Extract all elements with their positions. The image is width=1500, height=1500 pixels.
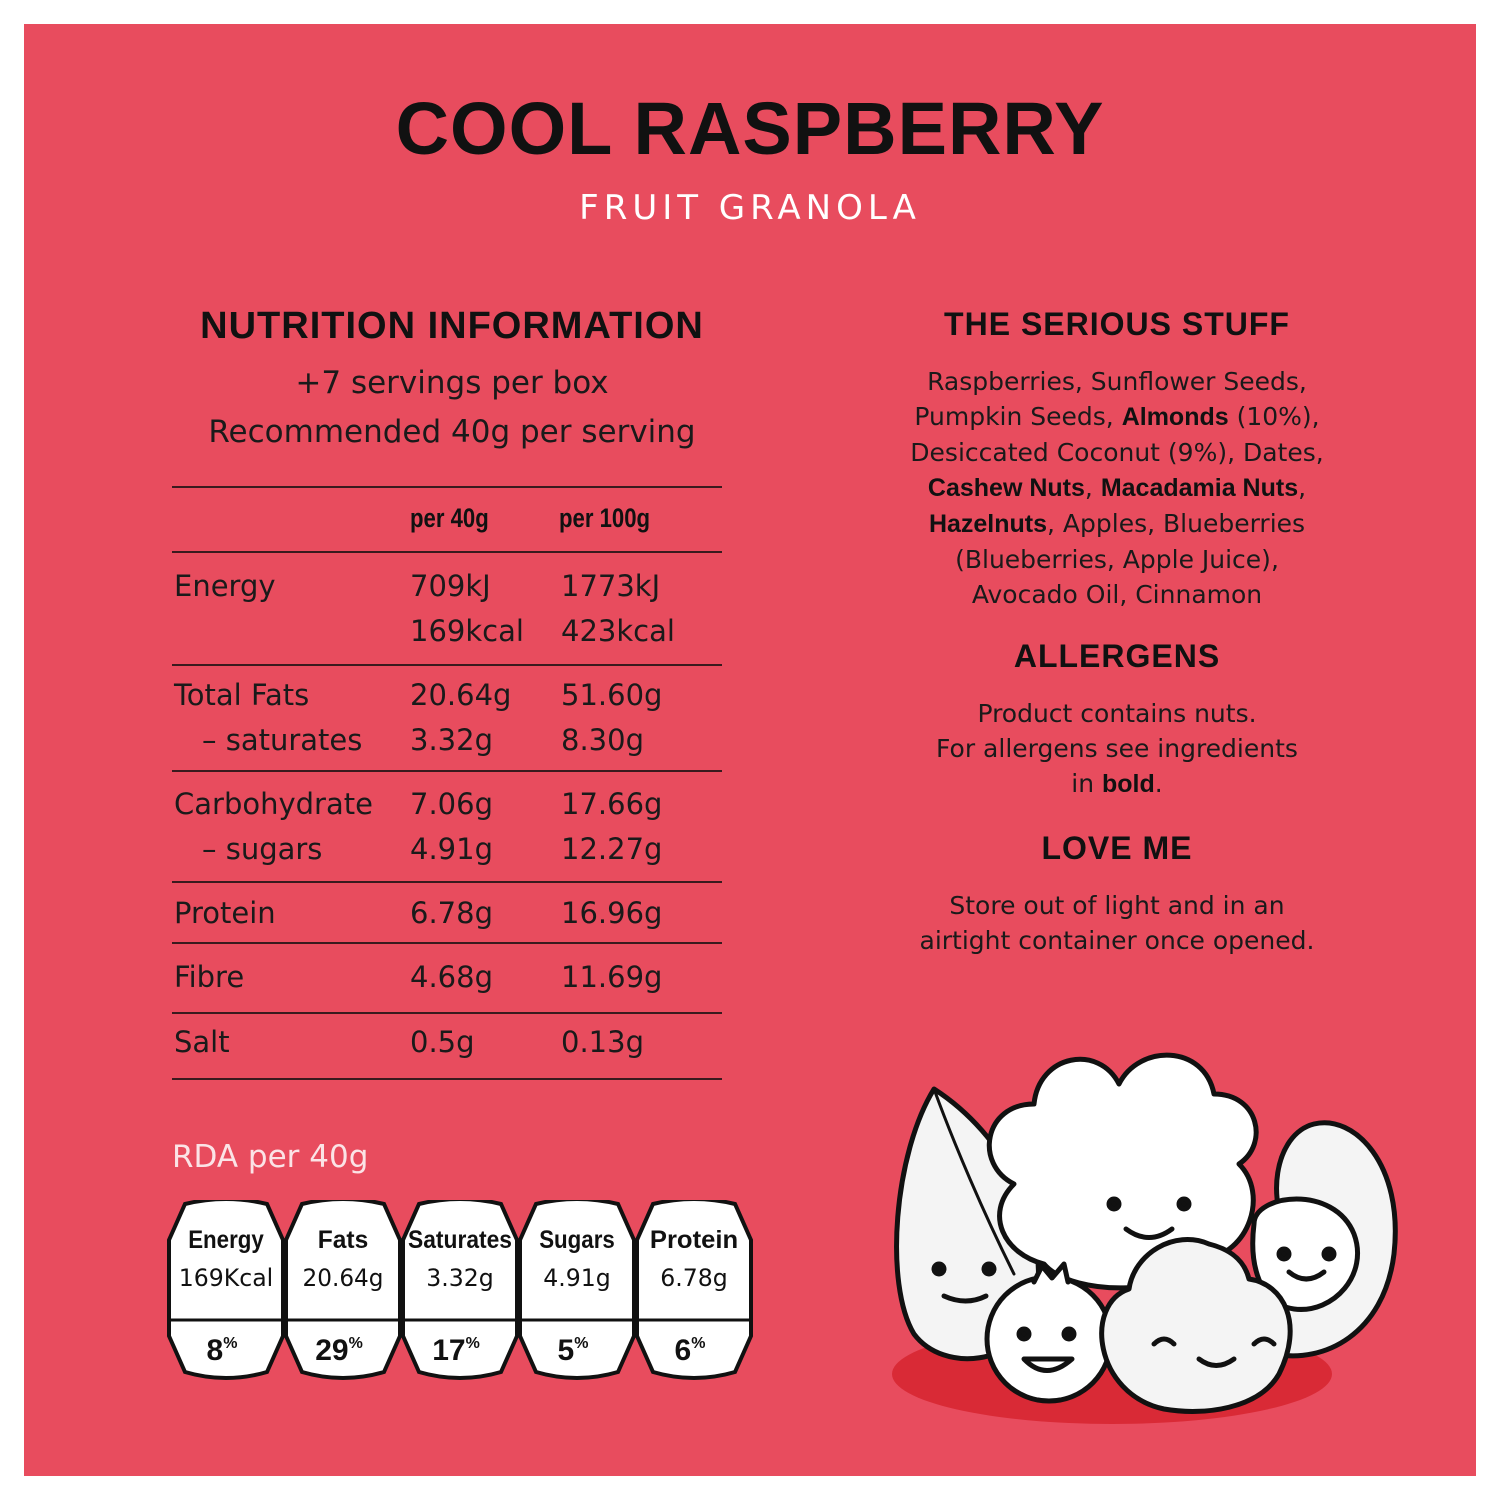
ingredients-line: Hazelnuts, Apples, Blueberries — [928, 509, 1306, 538]
ingredients-heading: THE SERIOUS STUFF — [944, 306, 1290, 342]
badge-amount: 6.78g — [660, 1264, 728, 1292]
storage-line: airtight container once opened. — [919, 926, 1315, 955]
allergens-heading: ALLERGENS — [1013, 638, 1221, 674]
row-label: Energy — [174, 569, 276, 603]
storage-text: Store out of light and in an airtight co… — [864, 888, 1370, 958]
badge-nutrient-name: Energy — [188, 1226, 264, 1254]
cashew-character — [1247, 1120, 1398, 1359]
table-divider — [172, 942, 722, 944]
value-per-100g: 8.30g — [561, 723, 644, 757]
badge-nutrient-name: Protein — [650, 1226, 738, 1254]
value-per-40g: 4.91g — [410, 832, 493, 866]
ingredients-line: Pumpkin Seeds, Almonds (10%), — [914, 402, 1320, 431]
value-per-100g: 12.27g — [561, 832, 663, 866]
badge-nutrient-name: Sugars — [539, 1226, 615, 1254]
row-label: Protein — [174, 896, 276, 930]
badge-amount: 20.64g — [303, 1264, 384, 1292]
ingredients-line: Desiccated Coconut (9%), Dates, — [910, 438, 1324, 467]
badge-outline — [167, 1200, 285, 1380]
storage-line: Store out of light and in an — [949, 891, 1285, 920]
recommended-serving: Recommended 40g per serving — [208, 414, 696, 450]
row-label: Carbohydrate — [174, 787, 373, 821]
column-header-per-100g: per 100g — [559, 503, 651, 533]
allergens-line: in bold. — [1071, 769, 1163, 798]
badge-nutrient-name: Saturates — [408, 1226, 512, 1254]
row-label: Total Fats — [174, 678, 310, 712]
table-divider — [172, 551, 722, 553]
servings-per-box: +7 servings per box — [295, 365, 609, 401]
row-label: – saturates — [202, 723, 363, 757]
value-per-40g: 6.78g — [410, 896, 493, 930]
ingredients-line: Raspberries, Sunflower Seeds, — [927, 367, 1307, 396]
value-per-100g: 16.96g — [561, 896, 663, 930]
love-me-heading: LOVE ME — [1041, 830, 1193, 866]
product-subtitle: FRUIT GRANOLA — [579, 188, 921, 228]
allergen-almonds: Almonds — [1121, 403, 1229, 431]
value-per-40g: 709kJ — [410, 569, 491, 603]
table-divider — [172, 1012, 722, 1014]
badge-outline — [284, 1200, 402, 1380]
value-per-100g: 51.60g — [561, 678, 663, 712]
allergens-line: Product contains nuts. — [977, 699, 1257, 728]
value-per-100g: 1773kJ — [561, 569, 661, 603]
value-per-40g: 20.64g — [410, 678, 512, 712]
allergens-text: Product contains nuts. For allergens see… — [864, 696, 1370, 802]
value-per-100g: 423kcal — [561, 614, 675, 648]
row-label: Salt — [174, 1025, 230, 1059]
ingredients-list: Raspberries, Sunflower Seeds, Pumpkin Se… — [864, 364, 1370, 612]
rda-label: RDA per 40g — [172, 1139, 369, 1175]
table-divider — [172, 664, 722, 666]
blueberry-character — [984, 1261, 1114, 1404]
value-per-40g: 3.32g — [410, 723, 493, 757]
badge-outline — [401, 1200, 519, 1380]
value-per-100g: 0.13g — [561, 1025, 644, 1059]
badge-nutrient-name: Fats — [318, 1226, 368, 1254]
allergen-cashew: Cashew Nuts — [927, 474, 1085, 502]
row-label: – sugars — [202, 832, 323, 866]
value-per-40g: 0.5g — [410, 1025, 475, 1059]
ingredients-line: (Blueberries, Apple Juice), — [955, 545, 1279, 574]
allergen-hazelnuts: Hazelnuts — [928, 510, 1048, 538]
ingredients-line: Cashew Nuts, Macadamia Nuts, — [927, 473, 1307, 502]
nutrition-heading: NUTRITION INFORMATION — [200, 305, 704, 347]
badge-amount: 4.91g — [543, 1264, 611, 1292]
badge-outline — [635, 1200, 753, 1380]
nut-mascots-illustration — [892, 1052, 1398, 1424]
product-title: COOL RASPBERRY — [395, 87, 1105, 170]
value-per-40g: 7.06g — [410, 787, 493, 821]
table-divider — [172, 1078, 722, 1080]
row-label: Fibre — [174, 960, 245, 994]
value-per-40g: 4.68g — [410, 960, 493, 994]
badge-amount: 3.32g — [426, 1264, 494, 1292]
value-per-40g: 169kcal — [410, 614, 524, 648]
allergen-macadamia: Macadamia Nuts — [1100, 474, 1299, 502]
value-per-100g: 17.66g — [561, 787, 663, 821]
badge-outline — [518, 1200, 636, 1380]
allergens-line: For allergens see ingredients — [936, 734, 1298, 763]
rda-badges: Energy169Kcal8%Fats20.64g29%Saturates3.3… — [167, 1200, 753, 1380]
table-divider — [172, 486, 722, 488]
label-panel: COOL RASPBERRY FRUIT GRANOLA NUTRITION I… — [24, 24, 1476, 1476]
value-per-100g: 11.69g — [561, 960, 663, 994]
hazelnut-character — [1099, 1237, 1293, 1414]
ingredients-line: Avocado Oil, Cinnamon — [971, 580, 1263, 609]
table-divider — [172, 881, 722, 883]
table-divider — [172, 770, 722, 772]
badge-amount: 169Kcal — [179, 1264, 274, 1292]
column-header-per-40g: per 40g — [410, 503, 489, 533]
